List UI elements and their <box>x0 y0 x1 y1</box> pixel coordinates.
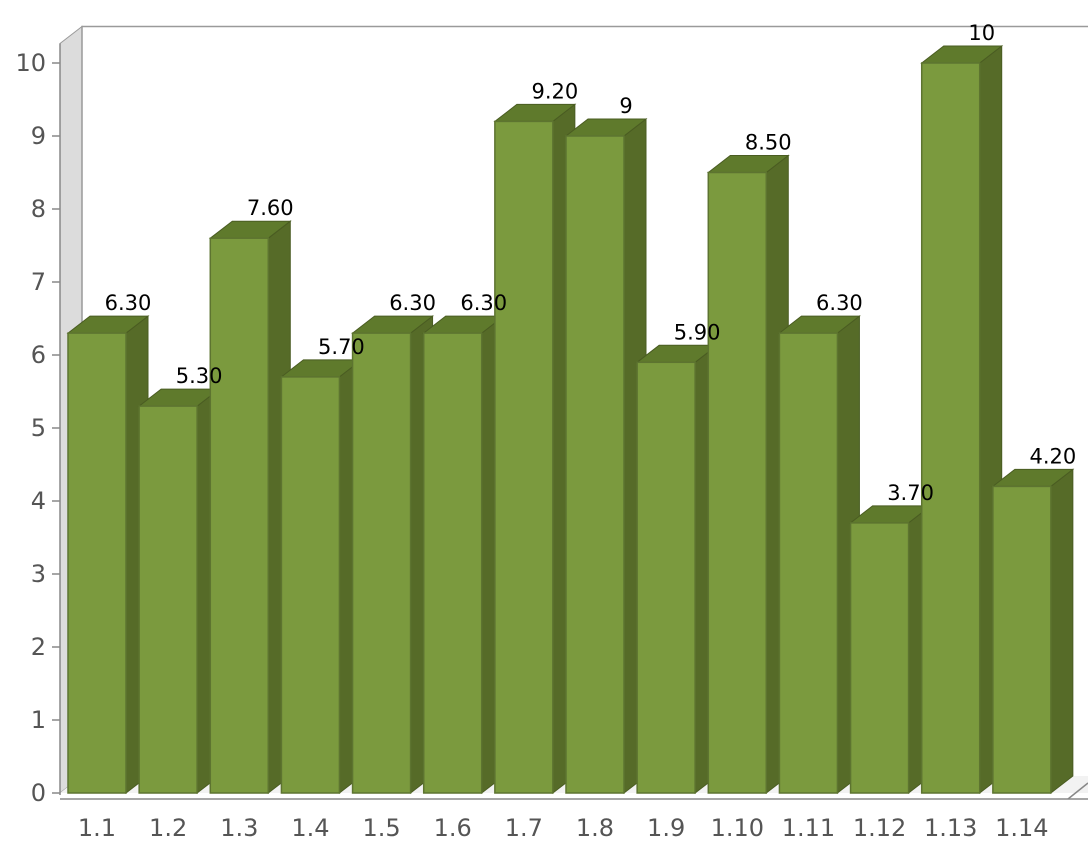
y-tick-label: 0 <box>31 779 46 807</box>
bar <box>351 315 435 795</box>
data-labels: 6.30 5.30 7.60 5.70 6.30 6.30 9.20 9 5.90 8.50 6.3… <box>105 21 1077 505</box>
data-label: 5.90 <box>674 320 721 344</box>
bar <box>635 344 719 795</box>
data-label: 6.30 <box>460 291 507 315</box>
x-tick-label: 1.7 <box>505 814 543 841</box>
bar-front-face <box>209 237 270 794</box>
bar <box>920 44 1004 795</box>
y-tick-label: 10 <box>15 49 46 77</box>
x-tick-label: 1.10 <box>711 814 764 841</box>
data-label: 5.30 <box>176 364 223 388</box>
bar-front-face <box>992 485 1052 794</box>
bar <box>137 388 221 795</box>
y-tick-label: 5 <box>31 414 46 442</box>
x-tick-label: 1.6 <box>434 814 472 841</box>
bar <box>208 220 292 795</box>
data-label: 9 <box>619 94 632 118</box>
bar <box>849 504 933 795</box>
data-label: 9.20 <box>531 79 578 103</box>
bar <box>564 117 648 795</box>
bar-front-face <box>636 361 696 794</box>
y-tick-label: 4 <box>31 487 46 515</box>
bar <box>66 315 150 795</box>
y-tick-label: 7 <box>31 268 46 296</box>
x-tick-label: 1.13 <box>924 814 977 841</box>
x-axis-depth-line <box>1067 782 1088 800</box>
bar-front-face <box>849 522 910 794</box>
data-label: 5.70 <box>318 335 365 359</box>
bar-series <box>66 44 1075 795</box>
x-tick-label: 1.4 <box>291 814 329 841</box>
data-label: 6.30 <box>816 291 863 315</box>
bar-front-face <box>422 332 483 794</box>
bar <box>422 315 506 795</box>
data-label: 3.70 <box>887 481 934 505</box>
bar <box>493 103 577 795</box>
y-tick-label: 8 <box>31 195 46 223</box>
bar-front-face <box>280 376 341 794</box>
x-axis: 1.1 1.2 1.3 1.4 1.5 1.6 1.7 1.8 1.9 1.10 1.11 1.12 1… <box>60 782 1088 841</box>
bar-front-face <box>707 171 768 794</box>
data-label: 7.60 <box>247 196 294 220</box>
y-tick-label: 1 <box>31 706 46 734</box>
data-label: 6.30 <box>105 291 152 315</box>
x-tick-label: 1.5 <box>362 814 400 841</box>
bar-front-face <box>565 135 625 794</box>
y-tick-label: 2 <box>31 633 46 661</box>
x-tick-label: 1.2 <box>149 814 187 841</box>
y-axis: 0 1 2 3 4 5 6 7 8 9 10 <box>15 43 61 807</box>
x-tick-label: 1.12 <box>853 814 906 841</box>
bar <box>991 468 1075 795</box>
data-label: 10 <box>968 21 995 45</box>
bar-side-face <box>1050 468 1074 795</box>
bar-front-face <box>494 120 554 794</box>
y-tick-label: 3 <box>31 560 46 588</box>
x-tick-label: 1.14 <box>995 814 1048 841</box>
x-tick-label: 1.9 <box>647 814 685 841</box>
data-label: 6.30 <box>389 291 436 315</box>
bar-front-face <box>67 332 127 794</box>
bar-front-face <box>138 405 198 794</box>
x-tick-label: 1.8 <box>576 814 614 841</box>
data-label: 4.20 <box>1029 444 1076 468</box>
y-tick-label: 6 <box>31 341 46 369</box>
x-tick-label: 1.1 <box>78 814 116 841</box>
bar <box>279 358 363 795</box>
bar-front-face <box>920 62 981 794</box>
x-tick-label: 1.3 <box>220 814 258 841</box>
x-tick-label: 1.11 <box>782 814 835 841</box>
y-tick-label: 9 <box>31 122 46 150</box>
bar <box>706 154 790 795</box>
bar-front-face <box>351 332 412 794</box>
data-label: 8.50 <box>745 131 792 155</box>
bar <box>777 315 861 795</box>
bar-front-face <box>778 332 839 794</box>
